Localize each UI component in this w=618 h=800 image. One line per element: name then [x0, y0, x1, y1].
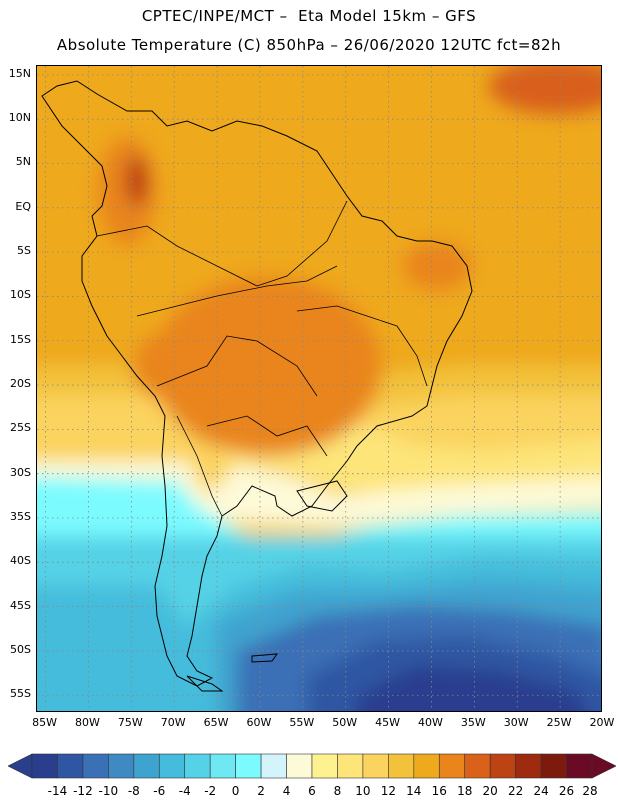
- colorbar-tick-label: -2: [204, 784, 217, 798]
- lat-tick-label: 20S: [10, 377, 31, 391]
- lat-tick-label: 5N: [15, 155, 31, 169]
- border-brazil-states: [296, 305, 428, 387]
- colorbar-swatch: [566, 753, 593, 779]
- lat-tick-label: 15N: [8, 66, 31, 80]
- lon-tick-label: 40W: [418, 716, 443, 729]
- lat-tick-label: EQ: [15, 199, 31, 213]
- colorbar-arrow-left: [8, 753, 33, 779]
- border-amazon: [136, 265, 338, 317]
- lon-tick-label: 50W: [332, 716, 358, 729]
- country-borders: [96, 200, 428, 517]
- colorbar-tick-label: 4: [282, 784, 291, 798]
- lat-tick-label: 5S: [17, 244, 31, 258]
- colorbar-swatch: [337, 753, 364, 779]
- colorbar-swatch: [108, 753, 135, 779]
- colorbar-swatch: [133, 753, 160, 779]
- warm-core-east: [402, 241, 472, 291]
- colorbar-tick-label: 26: [558, 784, 575, 798]
- hot-spot-atlantic: [487, 66, 601, 116]
- falklands: [251, 653, 279, 663]
- lon-tick-label: 35W: [460, 716, 486, 729]
- lon-tick-label: 70W: [160, 716, 186, 729]
- lon-tick-label: 25W: [546, 716, 572, 729]
- warm-core-interior: [152, 276, 382, 456]
- colorbar-swatch: [362, 753, 389, 779]
- lat-tick-label: 55S: [10, 687, 31, 701]
- colorbar-tick-label: 10: [355, 784, 371, 798]
- warm-core-west: [132, 326, 242, 406]
- field-band-minus14: [357, 666, 586, 711]
- colorbar-swatch: [464, 753, 491, 779]
- colorbar-swatch: [57, 753, 84, 779]
- border-paraguay: [206, 415, 328, 457]
- colorbar-tick-label: -6: [153, 784, 166, 798]
- lat-tick-label: 45S: [10, 598, 31, 612]
- temperature-field: [37, 66, 601, 711]
- colorbar-swatch: [515, 753, 542, 779]
- border-chile-argentina: [176, 415, 223, 517]
- lat-tick-label: 10S: [10, 288, 31, 302]
- colorbar-swatch: [31, 753, 58, 779]
- colorbar-tick-label: 16: [431, 784, 447, 798]
- colorbar: [8, 753, 616, 779]
- lon-tick-label: 55W: [289, 716, 315, 729]
- colorbar-tick-label: 0: [231, 784, 240, 798]
- lat-tick-label: 10N: [8, 111, 31, 125]
- colorbar-swatch: [184, 753, 211, 779]
- lon-tick-label: 60W: [246, 716, 272, 729]
- colorbar-tick-label: -10: [98, 784, 119, 798]
- coastlines: [41, 80, 473, 692]
- hot-spot-colombia: [125, 156, 149, 206]
- colorbar-arrow-right: [591, 753, 616, 779]
- lat-tick-label: 30S: [10, 465, 31, 479]
- lon-tick-label: 85W: [32, 716, 57, 729]
- colorbar-swatch: [388, 753, 415, 779]
- colorbar-tick-label: -8: [127, 784, 140, 798]
- colorbar-tick-label: 2: [257, 784, 265, 798]
- colorbar-tick-label: 14: [406, 784, 422, 798]
- lon-tick-label: 75W: [117, 716, 143, 729]
- lon-tick-label: 80W: [75, 716, 100, 729]
- colorbar-swatch: [158, 753, 186, 779]
- border-north: [96, 200, 348, 287]
- chart-subtitle: Absolute Temperature (C) 850hPa – 26/06/…: [56, 36, 562, 54]
- colorbar-tick-label: 20: [482, 784, 498, 798]
- colorbar-tick-label: 12: [380, 784, 396, 798]
- colorbar-swatch: [209, 753, 236, 779]
- lat-tick-label: 35S: [10, 510, 31, 523]
- lon-tick-label: 65W: [203, 716, 229, 729]
- colorbar-tick-label: 24: [533, 784, 549, 798]
- lat-tick-label: 15S: [10, 332, 31, 346]
- colorbar-swatch: [438, 753, 466, 779]
- colorbar-swatch: [82, 753, 109, 779]
- colorbar-swatch: [540, 753, 567, 779]
- south-america-coast: [41, 80, 473, 687]
- colorbar-swatch: [311, 753, 338, 779]
- colorbar-swatch: [235, 753, 262, 779]
- tierra-del-fuego: [186, 675, 224, 692]
- colorbar-tick-label: 8: [333, 784, 342, 798]
- lon-tick-label: 30W: [503, 716, 529, 729]
- colorbar-swatch: [413, 753, 440, 779]
- lat-tick-label: 40S: [10, 554, 31, 568]
- lat-tick-label: 50S: [10, 642, 31, 656]
- colorbar-swatch: [489, 753, 516, 779]
- map-panel: [36, 65, 602, 712]
- colorbar-tick-label: 28: [582, 784, 598, 798]
- colorbar-tick-label: -4: [178, 784, 191, 798]
- lon-tick-label: 20W: [589, 716, 615, 729]
- colorbar-tick-label: 22: [507, 784, 524, 798]
- uruguay-region: [296, 480, 348, 512]
- temperature-map: [37, 66, 601, 711]
- colorbar-tick-label: 6: [308, 784, 316, 798]
- colorbar-tick-label: -12: [73, 784, 93, 798]
- colorbar-swatch: [286, 753, 313, 779]
- colorbar-tick-label: 18: [457, 784, 473, 798]
- chart-title: CPTEC/INPE/MCT – Eta Model 15km – GFS: [141, 7, 477, 25]
- lat-tick-label: 25S: [10, 421, 31, 435]
- lon-tick-label: 45W: [375, 716, 401, 729]
- colorbar-tick-label: -14: [47, 784, 68, 798]
- colorbar-swatch: [260, 753, 287, 779]
- border-bolivia: [156, 335, 318, 397]
